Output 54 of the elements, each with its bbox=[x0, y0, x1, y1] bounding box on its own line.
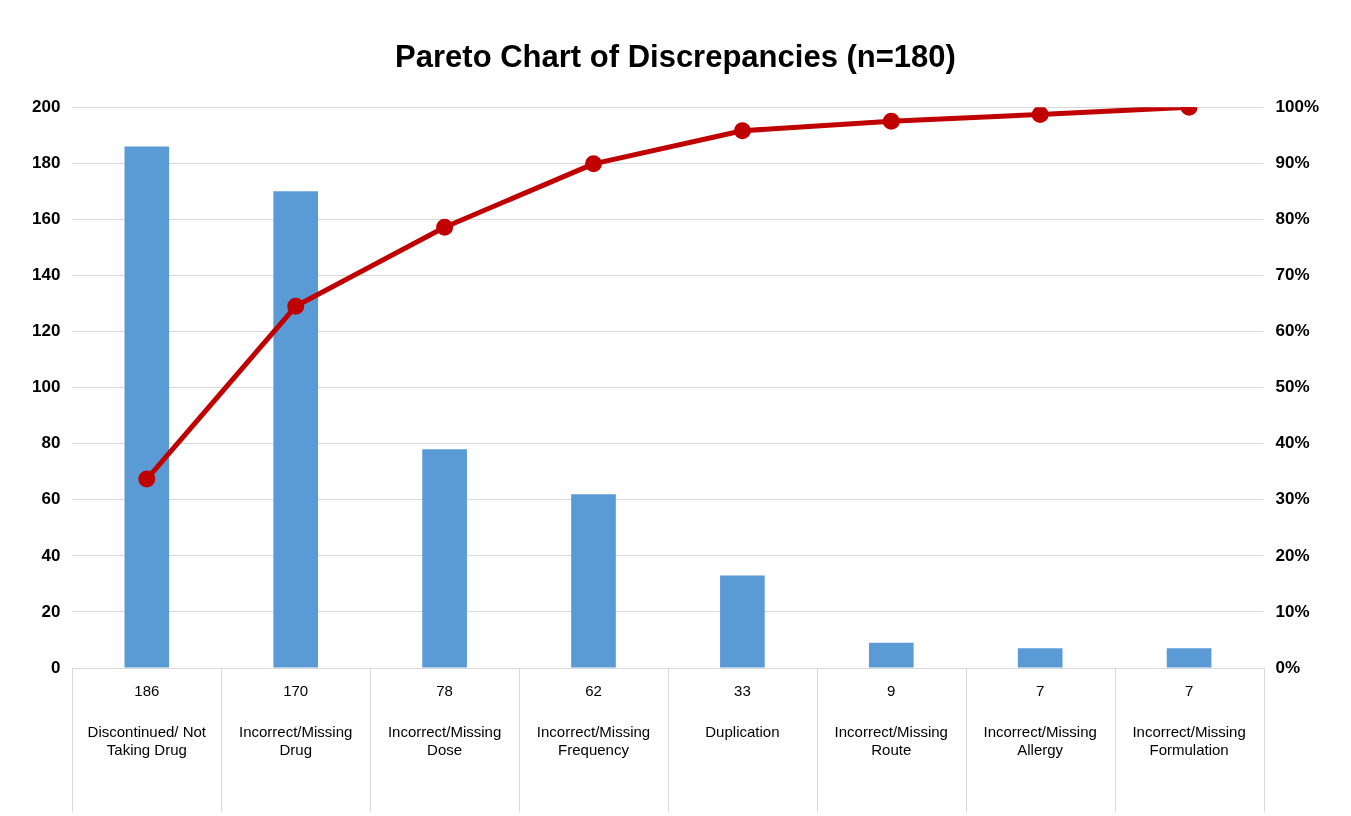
bar bbox=[422, 449, 467, 668]
x-tick-label: Incorrect/Missing Formulation bbox=[1132, 723, 1246, 759]
data-label: 186 bbox=[134, 682, 160, 700]
bar bbox=[273, 191, 319, 668]
y-tick-label: 80 bbox=[41, 433, 61, 453]
point bbox=[1031, 107, 1049, 123]
point bbox=[138, 470, 156, 488]
y2-tick-label: 30% bbox=[1275, 489, 1310, 509]
y-tick-label: 180 bbox=[31, 152, 61, 172]
x-tick-label: Incorrect/Missing Drug bbox=[239, 723, 353, 759]
data-label: 78 bbox=[436, 682, 453, 700]
y2-tick-label: 0% bbox=[1275, 657, 1301, 677]
y2-tick-label: 90% bbox=[1275, 152, 1310, 172]
y2-tick-label: 10% bbox=[1275, 601, 1310, 621]
chart-title: Pareto Chart of Discrepancies (n=180) bbox=[395, 39, 956, 75]
bar bbox=[124, 146, 170, 668]
y-tick-label: 40 bbox=[41, 545, 61, 565]
bar bbox=[868, 642, 914, 668]
y-tick-label: 100 bbox=[31, 377, 61, 397]
y2-tick-label: 50% bbox=[1275, 377, 1310, 397]
x-tick-label: Incorrect/Missing Route bbox=[834, 723, 948, 759]
bar bbox=[1166, 648, 1212, 668]
data-label: 170 bbox=[283, 682, 309, 700]
y-tick-label: 200 bbox=[31, 96, 61, 116]
x-tick-label: Discontinued/ Not Taking Drug bbox=[87, 723, 207, 759]
y-tick-label: 140 bbox=[31, 265, 61, 285]
bar bbox=[1017, 648, 1063, 668]
bar bbox=[720, 575, 765, 668]
data-label: 33 bbox=[734, 682, 751, 700]
bar bbox=[571, 494, 616, 668]
x-tick-label: Incorrect/Missing Frequency bbox=[536, 723, 651, 759]
y2-tick-label: 40% bbox=[1275, 433, 1310, 453]
data-label: 62 bbox=[585, 682, 602, 700]
y-tick-label: 0 bbox=[50, 657, 61, 677]
x-tick-label: Duplication bbox=[705, 723, 780, 741]
data-label: 9 bbox=[887, 682, 896, 700]
y-tick-label: 160 bbox=[31, 209, 61, 229]
data-label: 7 bbox=[1036, 682, 1045, 700]
y-tick-label: 20 bbox=[41, 601, 61, 621]
y2-tick-label: 100% bbox=[1275, 96, 1319, 116]
y2-tick-label: 80% bbox=[1275, 209, 1310, 229]
y2-tick-label: 70% bbox=[1275, 265, 1310, 285]
y-tick-label: 120 bbox=[31, 321, 61, 341]
y2-tick-label: 60% bbox=[1275, 321, 1310, 341]
y2-tick-label: 20% bbox=[1275, 545, 1310, 565]
point bbox=[287, 297, 305, 315]
point bbox=[882, 112, 900, 130]
point bbox=[585, 155, 602, 173]
x-tick-label: Incorrect/Missing Dose bbox=[387, 723, 502, 759]
x-tick-label: Incorrect/Missing Allergy bbox=[983, 723, 1097, 759]
point bbox=[436, 218, 454, 236]
data-label: 7 bbox=[1184, 682, 1194, 700]
y-tick-label: 60 bbox=[41, 489, 61, 509]
point bbox=[733, 122, 751, 140]
